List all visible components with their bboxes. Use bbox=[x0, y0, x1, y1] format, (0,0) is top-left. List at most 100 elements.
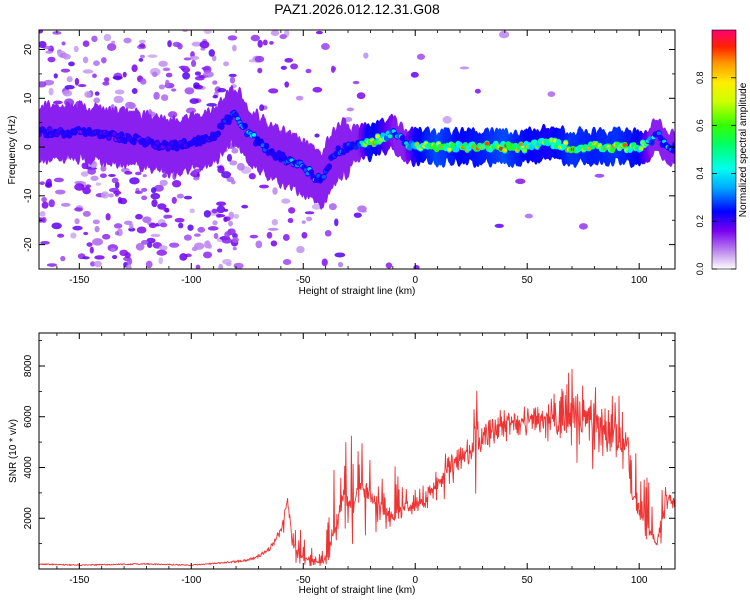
heatmap-noise-cell bbox=[147, 54, 158, 58]
snr-series-line bbox=[39, 368, 675, 567]
heatmap-noise-cell bbox=[594, 173, 605, 178]
heatmap-noise-cell bbox=[321, 258, 328, 267]
heatmap-noise-cell bbox=[162, 173, 167, 178]
heatmap-noise-cell bbox=[228, 73, 237, 78]
heatmap-noise-cell bbox=[150, 192, 161, 200]
heatmap-noise-cell bbox=[206, 103, 218, 107]
heatmap-noise-cell bbox=[114, 181, 120, 189]
heatmap-noise-cell bbox=[442, 115, 452, 124]
heatmap-noise-cell bbox=[311, 203, 322, 210]
heatmap-noise-cell bbox=[176, 193, 184, 199]
heatmap-noise-cell bbox=[117, 196, 122, 204]
heatmap-noise-cell bbox=[225, 262, 232, 267]
heatmap-noise-cell bbox=[174, 217, 185, 223]
heatmap-noise-cell bbox=[211, 55, 217, 62]
heatmap-noise-cell bbox=[279, 34, 287, 40]
heatmap-noise-cell bbox=[153, 91, 160, 100]
x-tick-label: 50 bbox=[522, 575, 534, 586]
heatmap-ridge-cell bbox=[242, 122, 248, 130]
heatmap-noise-cell bbox=[83, 231, 89, 236]
heatmap-noise-cell bbox=[171, 88, 177, 92]
heatmap-noise-cell bbox=[416, 53, 426, 60]
heatmap-noise-cell bbox=[157, 203, 167, 210]
heatmap-noise-cell bbox=[90, 175, 99, 181]
heatmap-noise-cell bbox=[213, 232, 219, 239]
heatmap-noise-cell bbox=[270, 30, 280, 37]
x-tick-label: 0 bbox=[412, 275, 418, 286]
heatmap-noise-cell bbox=[281, 198, 291, 204]
heatmap-noise-cell bbox=[250, 34, 260, 42]
heatmap-noise-cell bbox=[189, 98, 199, 104]
heatmap-ridge-cell bbox=[215, 130, 221, 137]
heatmap-noise-cell bbox=[301, 220, 306, 224]
heatmap-noise-cell bbox=[248, 172, 256, 180]
x-tick-label: -150 bbox=[69, 275, 89, 286]
heatmap-noise-cell bbox=[231, 147, 239, 154]
heatmap-noise-cell bbox=[113, 223, 123, 229]
heatmap-noise-cell bbox=[203, 210, 211, 218]
heatmap-noise-cell bbox=[114, 89, 125, 95]
heatmap-noise-cell bbox=[131, 87, 138, 94]
heatmap-noise-cell bbox=[255, 240, 263, 249]
heatmap-noise-cell bbox=[102, 81, 110, 86]
heatmap-noise-cell bbox=[131, 64, 138, 73]
heatmap-noise-cell bbox=[86, 242, 93, 247]
heatmap-noise-cell bbox=[94, 91, 100, 96]
heatmap-noise-cell bbox=[129, 223, 134, 229]
heatmap-noise-cell bbox=[178, 65, 189, 69]
heatmap-noise-cell bbox=[60, 68, 71, 73]
heatmap-noise-cell bbox=[290, 63, 299, 70]
heatmap-ridge-peak bbox=[47, 127, 52, 132]
heatmap-noise-cell bbox=[62, 90, 73, 97]
heatmap-noise-cell bbox=[352, 80, 360, 85]
y-tick-label: 4000 bbox=[23, 456, 34, 479]
heatmap-noise-cell bbox=[224, 231, 230, 239]
heatmap-noise-cell bbox=[197, 226, 206, 233]
heatmap-noise-cell bbox=[53, 177, 64, 183]
heatmap-noise-cell bbox=[162, 67, 171, 72]
colorbar-tick-label: 0.0 bbox=[695, 263, 705, 276]
heatmap-noise-cell bbox=[82, 210, 91, 217]
heatmap-noise-cell bbox=[70, 232, 77, 239]
heatmap-noise-cell bbox=[82, 186, 91, 195]
heatmap-noise-cell bbox=[178, 222, 184, 229]
y-tick-label: 20 bbox=[23, 44, 34, 56]
heatmap-noise-cell bbox=[40, 241, 50, 245]
heatmap-noise-cell bbox=[80, 171, 89, 177]
heatmap-noise-cell bbox=[111, 40, 116, 44]
heatmap-noise-cell bbox=[257, 67, 263, 74]
figure-title: PAZ1.2026.012.12.31.G08 bbox=[274, 1, 440, 17]
heatmap-ridge-peak bbox=[321, 175, 327, 179]
heatmap-noise-cell bbox=[183, 195, 193, 200]
heatmap-noise-cell bbox=[191, 246, 198, 252]
heatmap-noise-cell bbox=[87, 168, 97, 175]
heatmap-noise-cell bbox=[193, 176, 200, 181]
heatmap-noise-cell bbox=[158, 60, 168, 67]
heatmap-noise-cell bbox=[312, 86, 323, 93]
heatmap-noise-cell bbox=[146, 237, 156, 244]
heatmap-noise-cell bbox=[74, 183, 85, 191]
heatmap-noise-cell bbox=[165, 72, 173, 78]
heatmap-ridge-peak bbox=[563, 140, 568, 145]
spectrogram-y-ticks: -20 -10 0 10 20 bbox=[23, 44, 675, 270]
heatmap-noise-cell bbox=[147, 242, 153, 249]
heatmap-noise-cell bbox=[73, 45, 79, 53]
heatmap-noise-cell bbox=[334, 252, 346, 258]
heatmap-noise-cell bbox=[216, 201, 227, 207]
heatmap-noise-cell bbox=[249, 234, 259, 239]
heatmap-noise-cell bbox=[82, 69, 94, 74]
snr-y-ticks: 2000 4000 6000 8000 bbox=[23, 340, 675, 570]
heatmap-noise-cell bbox=[315, 30, 323, 35]
heatmap-noise-cell bbox=[39, 211, 46, 217]
heatmap-noise-cell bbox=[60, 202, 71, 207]
heatmap-noise-cell bbox=[191, 41, 202, 47]
heatmap-noise-cell bbox=[92, 73, 97, 79]
heatmap-noise-cell bbox=[151, 199, 158, 208]
heatmap-noise-cell bbox=[124, 171, 133, 175]
heatmap-noise-cell bbox=[103, 33, 112, 42]
heatmap-noise-cell bbox=[268, 88, 279, 94]
snr-panel: -150 -100 -50 0 50 100 2000 4000 6000 8000 Heigh… bbox=[8, 332, 676, 596]
heatmap-noise-cell bbox=[212, 80, 218, 85]
heatmap-noise-cell bbox=[207, 244, 212, 249]
